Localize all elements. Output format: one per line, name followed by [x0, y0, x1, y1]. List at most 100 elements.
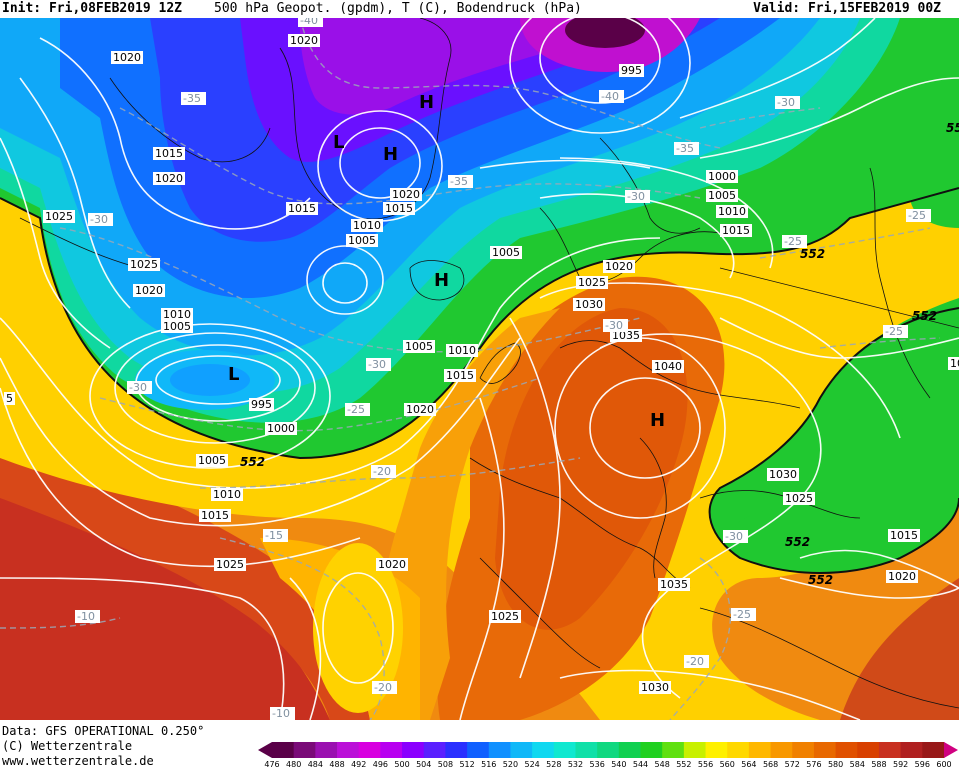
legend-swatch — [748, 742, 772, 758]
isobar-label: 1020 — [111, 51, 143, 64]
isotherm-label: -30 — [625, 190, 650, 203]
isobar-label: 995 — [249, 398, 274, 411]
isobar-label-text: 1025 — [578, 276, 606, 289]
isobar-label-text: 1020 — [392, 188, 420, 201]
map-title: 500 hPa Geopot. (gpdm), T (C), Bodendruc… — [214, 1, 582, 16]
isobar-label-text: 1040 — [654, 360, 682, 373]
isobar-label-text: 1025 — [45, 210, 73, 223]
legend-tick-label: 476 — [264, 760, 279, 768]
legend-swatch — [857, 742, 880, 758]
legend-tick-label: 540 — [611, 760, 626, 768]
legend-left-arrow — [258, 742, 272, 758]
copyright-line: (C) Wetterzentrale — [2, 739, 133, 753]
isobar-label: 1015 — [383, 202, 415, 215]
isobar-label: 1020 — [886, 570, 918, 583]
isobar-label: 1005 — [403, 340, 435, 353]
high-pressure-center-text: H — [419, 92, 434, 113]
legend-swatch — [835, 742, 858, 758]
legend-swatch — [705, 742, 728, 758]
edge-label: 10 — [948, 357, 959, 370]
isobar-label: 1000 — [265, 422, 297, 435]
isotherm-label: -35 — [448, 175, 473, 188]
isobar-label: 1015 — [888, 529, 920, 542]
isobar-label-text: 1015 — [385, 202, 413, 215]
isotherm-label: -25 — [731, 608, 756, 621]
geopot-label: 55 — [946, 121, 959, 135]
legend-swatch — [727, 742, 750, 758]
isobar-label: 1005 — [490, 246, 522, 259]
isotherm-label-text: -20 — [686, 655, 704, 668]
legend-swatch — [792, 742, 815, 758]
isotherm-label-text: -10 — [77, 610, 95, 623]
legend-tick-label: 504 — [416, 760, 431, 768]
isotherm-label: -15 — [263, 529, 288, 542]
weather-map: 1020102099510151020102510151020101510101… — [0, 18, 959, 720]
isotherm-label: -30 — [127, 381, 152, 394]
geopot-label: 552 — [240, 455, 265, 469]
legend-tick-label: 560 — [720, 760, 735, 768]
isobar-label-text: 1030 — [641, 681, 669, 694]
legend-tick-label: 588 — [871, 760, 886, 768]
geopot-label-text: 55 — [946, 121, 959, 135]
legend-tick-label: 556 — [698, 760, 713, 768]
low-pressure-center-text: L — [333, 132, 344, 153]
isobar-label: 1035 — [610, 329, 642, 342]
geopot-label: 552 — [808, 573, 833, 587]
legend-right-arrow — [944, 742, 958, 758]
isobar-label-text: 1020 — [135, 284, 163, 297]
legend-swatch — [553, 742, 576, 758]
isobar-label-text: 1025 — [491, 610, 519, 623]
isobar-label: 1030 — [639, 681, 671, 694]
high-pressure-center: H — [383, 144, 398, 165]
isotherm-label-text: -40 — [601, 90, 619, 103]
isotherm-label-text: -30 — [777, 96, 795, 109]
isobar-label-text: 995 — [621, 64, 642, 77]
legend-swatch — [380, 742, 403, 758]
legend-swatch — [618, 742, 642, 758]
legend-tick-label: 572 — [785, 760, 800, 768]
legend-tick-label: 492 — [351, 760, 366, 768]
geopot-label: 552 — [800, 247, 825, 261]
data-source-info: Data: GFS OPERATIONAL 0.250° (C) Wetterz… — [2, 724, 204, 769]
isobar-label: 1025 — [214, 558, 246, 571]
legend-tick-label: 528 — [546, 760, 561, 768]
isobar-label: 1010 — [446, 344, 478, 357]
isobar-label-text: 1015 — [890, 529, 918, 542]
high-pressure-center: H — [434, 270, 449, 291]
legend-swatch — [900, 742, 923, 758]
low-pressure-center-text: L — [228, 364, 239, 385]
legend-tick-label: 484 — [308, 760, 323, 768]
isotherm-label: -10 — [270, 707, 295, 720]
isotherm-label: -30 — [775, 96, 800, 109]
isotherm-label-text: -15 — [265, 529, 283, 542]
legend-swatch — [337, 742, 360, 758]
isobar-label: 1010 — [211, 488, 243, 501]
isobar-label: 1020 — [288, 34, 320, 47]
color-legend: 476 480 484 488 492 496 500 504 508 512 516 520 524 5… — [258, 742, 958, 768]
low-pressure-center: L — [228, 364, 239, 385]
isotherm-label-text: -30 — [627, 190, 645, 203]
isobar-label-text: 1035 — [612, 329, 640, 342]
temperature-isotherms — [0, 18, 941, 720]
isotherm-label: -25 — [906, 209, 931, 222]
isotherm-label-text: -40 — [300, 18, 318, 27]
isotherm-label-text: -25 — [733, 608, 751, 621]
init-time-label: Init: Fri,08FEB2019 12Z — [2, 1, 183, 16]
legend-swatch — [315, 742, 338, 758]
high-pressure-center: H — [419, 92, 434, 113]
legend-tick-label: 532 — [568, 760, 583, 768]
isobar-label: 1015 — [286, 202, 318, 215]
website-line: www.wetterzentrale.de — [2, 754, 154, 768]
legend-swatch — [532, 742, 555, 758]
isobar-label: 1010 — [716, 205, 748, 218]
isotherm-label: -35 — [674, 142, 699, 155]
isobar-label: 1030 — [767, 468, 799, 481]
legend-swatch — [510, 742, 533, 758]
high-pressure-center-text: H — [650, 410, 665, 431]
isobar-label: 1035 — [658, 578, 690, 591]
isobar-label-text: 1000 — [267, 422, 295, 435]
legend-swatch — [445, 742, 468, 758]
isotherm-label-text: -35 — [183, 92, 201, 105]
isobar-label-text: 1030 — [769, 468, 797, 481]
isotherm-label-text: -30 — [368, 358, 386, 371]
